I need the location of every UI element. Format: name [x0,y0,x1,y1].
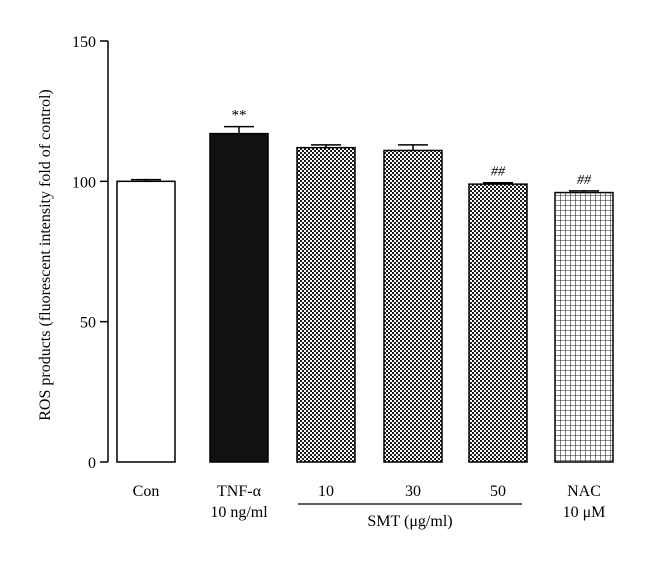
significance-label: ## [491,165,506,180]
y-axis: 0 50 100 150 [72,34,109,472]
group-label: SMT (μg/ml) [367,513,452,530]
y-tick-label: 50 [80,315,96,332]
bar [554,191,614,463]
x-tick-label: TNF-α [217,483,262,500]
bar [383,149,443,463]
x-tick-label: Con [133,483,160,500]
bar [468,183,528,463]
y-axis-title: ROS products (fluorescent intensity fold… [37,89,54,421]
bars: ** ## ## [116,108,614,463]
x-tick-label: 10 [318,483,334,500]
significance-label: ** [232,108,247,124]
x-tick-label-line2: 10 ng/ml [210,504,268,521]
bar [296,146,356,463]
bar [209,132,269,463]
y-tick-label: 150 [72,34,96,51]
y-tick-label: 0 [88,455,96,472]
y-tick-label: 100 [72,174,96,191]
x-tick-label: 50 [490,483,506,500]
x-tick-label-line2: 10 μM [563,504,606,521]
x-tick-label: 30 [405,483,421,500]
significance-label: ## [577,173,592,188]
bar [116,180,176,463]
x-tick-label: NAC [567,483,601,500]
x-axis-labels: Con TNF-α 10 ng/ml 10 30 50 NAC 10 μM SMT (μg/ml… [133,483,606,530]
